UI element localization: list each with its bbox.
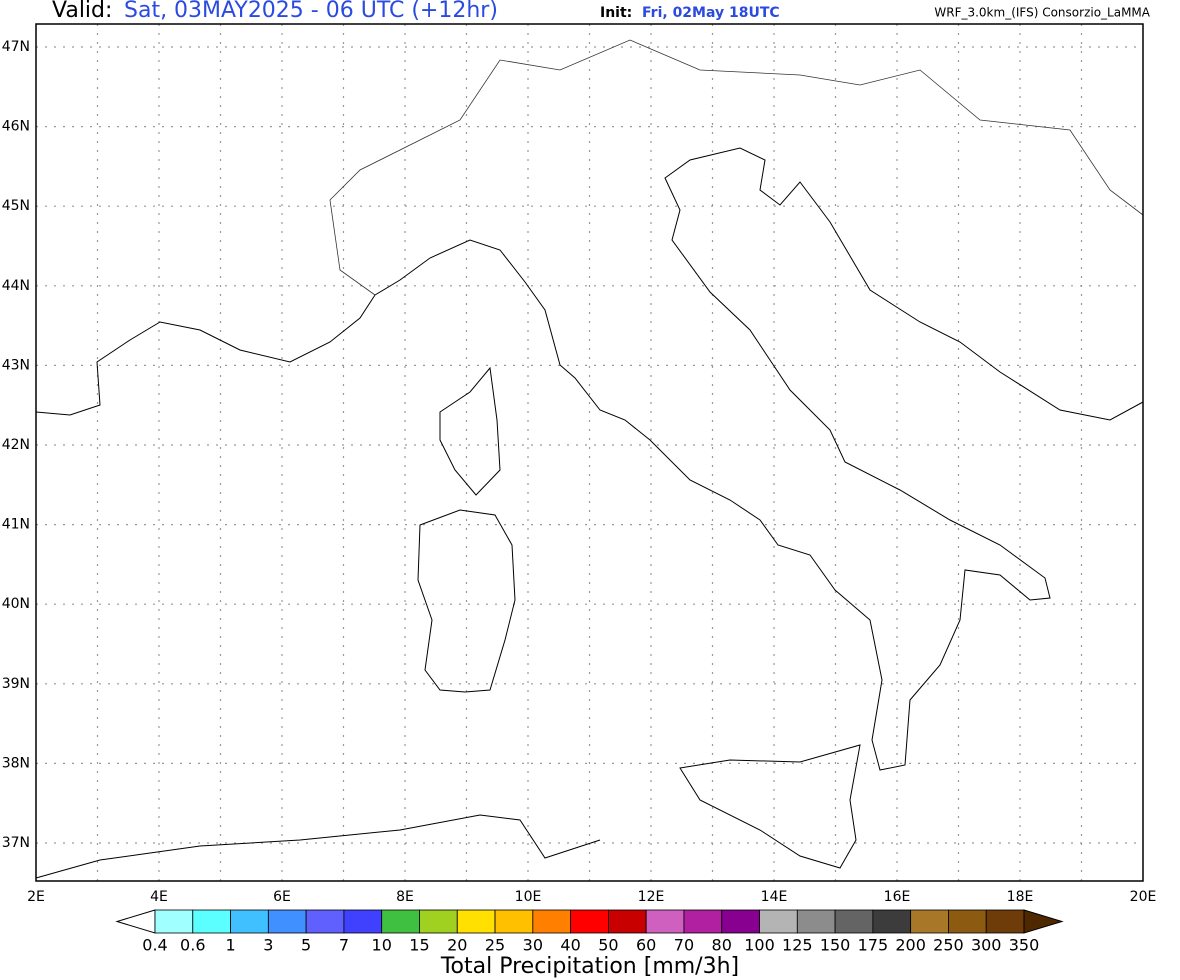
colorbar-box [419,909,458,934]
coast-corsica [439,366,501,496]
colorbar-label: 60 [636,936,656,955]
coast-sardinia [417,509,516,693]
lat-label: 37N [2,835,30,851]
colorbar-label: 350 [1009,936,1040,955]
colorbar-label: 50 [598,936,618,955]
lon-label: 20E [1130,889,1157,905]
colorbar-box [834,909,874,934]
colorbar-over [1023,909,1064,934]
colorbar-box [267,909,307,934]
colorbar-label: 0.4 [142,936,167,955]
colorbar-box [305,909,345,934]
lon-label: 8E [396,889,414,905]
coastlines [35,39,1144,879]
colorbar-box [570,909,609,934]
lon-label: 16E [884,889,911,905]
colorbar-label: 30 [523,936,543,955]
colorbar-box [645,909,685,934]
init-time: Fri, 02May 18UTC [642,5,780,21]
colorbar-box [872,909,912,934]
lat-label: 38N [2,755,30,771]
colorbar-box [192,909,231,934]
coast-sicily [679,744,861,869]
alpine-border [329,39,1144,296]
colorbar-box [494,909,534,934]
coast-france [35,294,376,416]
colorbar-box [381,909,420,934]
colorbar-box [456,909,496,934]
graticule: 47N 46N 45N 44N 43N 42N 41N 40N 39N 38N 37N 2E 4E 6E 8… [2,24,1157,905]
lon-label: 10E [515,889,542,905]
lon-label: 12E [638,889,665,905]
colorbar-label: 40 [560,936,580,955]
colorbar-box [985,909,1025,934]
colorbar-under [115,909,156,934]
colorbar-box [683,909,723,934]
colorbar-box [230,909,269,934]
lon-label: 18E [1007,889,1034,905]
lon-label: 14E [761,889,788,905]
lat-label: 47N [2,39,30,55]
colorbar-box [910,909,949,934]
init-label: Init: [600,5,632,21]
valid-label: Valid: [52,0,112,23]
lat-label: 42N [2,437,30,453]
colorbar-label: 1 [225,936,235,955]
colorbar-label: 3 [263,936,273,955]
colorbar-label: 300 [971,936,1002,955]
colorbar-box [607,909,647,934]
lat-label: 41N [2,517,30,533]
colorbar-label: 200 [895,936,926,955]
model-label: WRF_3.0km_(IFS) Consorzio_LaMMA [934,6,1150,20]
colorbar-box [343,909,383,934]
colorbar-box [532,909,572,934]
colorbar-label: 7 [339,936,349,955]
coast-italy [374,147,1144,771]
colorbar-label: 25 [485,936,505,955]
lat-label: 45N [2,198,30,214]
lat-label: 39N [2,676,30,692]
colorbar-label: 5 [301,936,311,955]
colorbar-title: Total Precipitation [mm/3h] [440,954,739,979]
lon-label: 4E [150,889,168,905]
valid-time: Sat, 03MAY2025 - 06 UTC (+12hr) [124,0,498,23]
lat-label: 44N [2,278,30,294]
coast-africa [35,814,601,879]
map-frame [35,23,1144,882]
colorbar-box [796,909,836,934]
colorbar: 0.4 0.6 1 3 5 7 10 15 20 25 30 40 50 60 70 80 100 125 150 1… [115,909,1064,955]
lat-label: 43N [2,357,30,373]
colorbar-label: 125 [782,936,813,955]
colorbar-box [721,909,760,934]
lat-label: 40N [2,596,30,612]
colorbar-label: 80 [712,936,732,955]
colorbar-label: 70 [674,936,694,955]
lat-label: 46N [2,119,30,135]
colorbar-label: 175 [858,936,889,955]
colorbar-label: 15 [409,936,429,955]
colorbar-label: 10 [372,936,392,955]
colorbar-label: 150 [820,936,851,955]
colorbar-label: 0.6 [180,936,205,955]
colorbar-box [759,909,798,934]
colorbar-box [154,909,194,934]
colorbar-label: 100 [744,936,775,955]
lon-label: 2E [27,889,45,905]
colorbar-label: 250 [933,936,964,955]
lon-label: 6E [273,889,291,905]
colorbar-box [948,909,987,934]
colorbar-label: 20 [447,936,467,955]
